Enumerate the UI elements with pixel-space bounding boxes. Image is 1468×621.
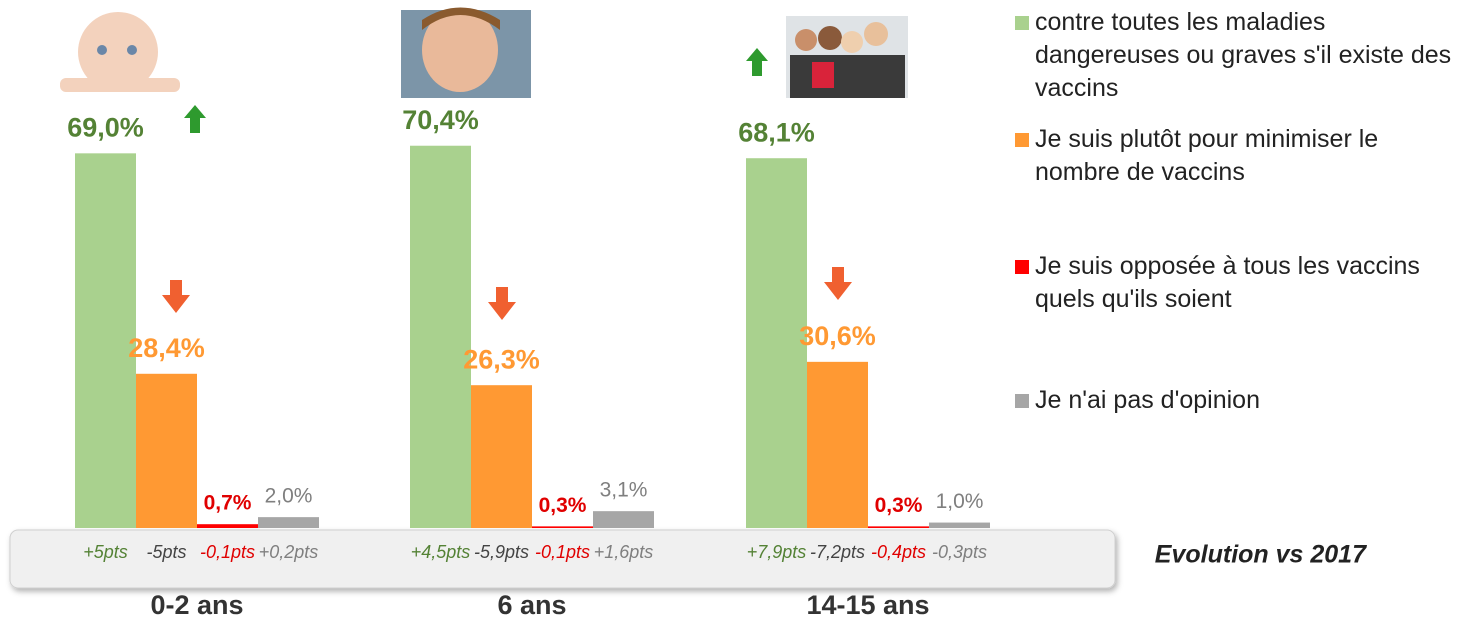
photo-child bbox=[401, 7, 531, 98]
evolution-box bbox=[9, 529, 1116, 589]
legend-entry: contre toutes les maladies dangereuses o… bbox=[1035, 8, 1452, 102]
photo-teens bbox=[786, 16, 908, 98]
legend-entry: Je n'ai pas d'opinion bbox=[1035, 386, 1260, 414]
bar bbox=[807, 361, 868, 528]
evolution-title: Evolution vs 2017 bbox=[1155, 541, 1367, 569]
value-label: 70,4% bbox=[402, 105, 479, 135]
category-label: 14-15 ans bbox=[806, 590, 929, 620]
evolution-label: -5,9pts bbox=[474, 542, 529, 562]
bar bbox=[75, 153, 136, 528]
legend-entry: Je suis plutôt pour minimiser le nombre … bbox=[1035, 125, 1379, 186]
legend-swatch bbox=[1015, 133, 1029, 147]
value-label: 28,4% bbox=[128, 333, 205, 363]
evolution-label: -5pts bbox=[146, 542, 186, 562]
value-label: 68,1% bbox=[738, 117, 815, 147]
value-label: 0,3% bbox=[875, 494, 923, 517]
category-label: 0-2 ans bbox=[150, 590, 243, 620]
evolution-label: -0,1pts bbox=[200, 542, 255, 562]
evolution-label: +1,6pts bbox=[594, 542, 654, 562]
legend-entry: Je suis opposée à tous les vaccins quels… bbox=[1035, 252, 1420, 313]
legend-swatch bbox=[1015, 394, 1029, 408]
value-label: 0,7% bbox=[204, 492, 252, 515]
value-label: 2,0% bbox=[265, 485, 313, 508]
bar bbox=[258, 517, 319, 528]
bar bbox=[197, 524, 258, 528]
bar bbox=[868, 526, 929, 528]
bar bbox=[471, 385, 532, 528]
photo-baby bbox=[60, 12, 180, 92]
value-label: 30,6% bbox=[799, 321, 876, 351]
category-label: 6 ans bbox=[497, 590, 566, 620]
evolution-label: +5pts bbox=[83, 542, 128, 562]
value-label: 3,1% bbox=[600, 479, 648, 502]
bar bbox=[746, 158, 807, 529]
legend-swatch bbox=[1015, 260, 1029, 274]
evolution-label: -7,2pts bbox=[810, 542, 865, 562]
value-label: 0,3% bbox=[539, 494, 587, 517]
down-arrows bbox=[162, 267, 852, 320]
value-label: 1,0% bbox=[936, 490, 984, 513]
bar bbox=[410, 145, 471, 528]
evolution-label: +7,9pts bbox=[747, 542, 807, 562]
bar bbox=[593, 511, 654, 528]
bar bbox=[532, 526, 593, 528]
evolution-label: +0,2pts bbox=[259, 542, 319, 562]
bar bbox=[929, 522, 990, 528]
bar bbox=[136, 373, 197, 528]
value-label: 26,3% bbox=[463, 344, 540, 374]
evolution-label: +4,5pts bbox=[411, 542, 471, 562]
evolution-label: -0,4pts bbox=[871, 542, 926, 562]
evolution-label: -0,3pts bbox=[932, 542, 987, 562]
evolution-label: -0,1pts bbox=[535, 542, 590, 562]
up-arrows bbox=[184, 48, 768, 133]
legend-swatch bbox=[1015, 16, 1029, 30]
value-label: 69,0% bbox=[67, 112, 144, 142]
